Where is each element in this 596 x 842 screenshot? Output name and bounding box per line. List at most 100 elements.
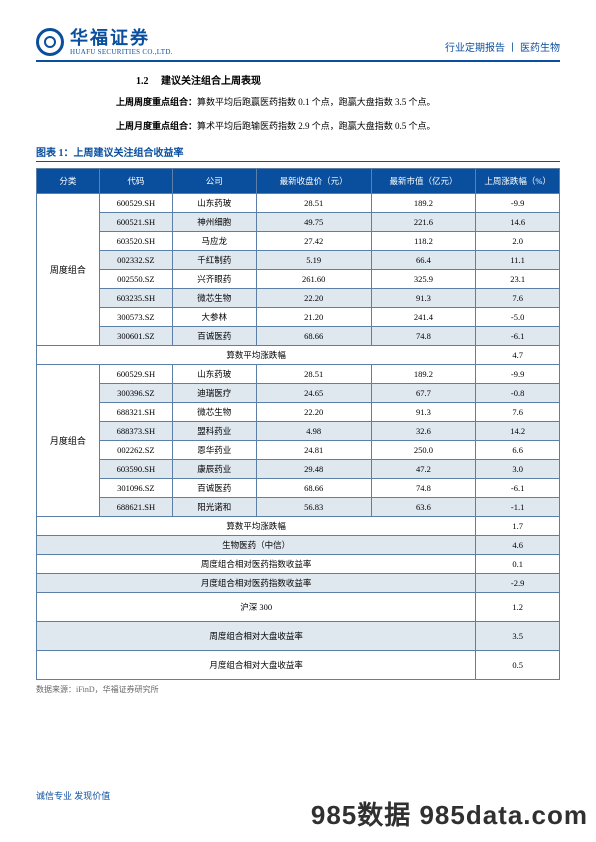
table-row: 月度组合相对医药指数收益率-2.9 xyxy=(37,573,560,592)
table-cell: 74.8 xyxy=(371,478,476,497)
table-cell: 21.20 xyxy=(256,307,371,326)
table-row: 688321.SH微芯生物22.2091.37.6 xyxy=(37,402,560,421)
table-header: 上周涨跌幅（%） xyxy=(476,168,560,193)
table-cell: 11.1 xyxy=(476,250,560,269)
table-cell: 6.6 xyxy=(476,440,560,459)
table-cell: 7.6 xyxy=(476,402,560,421)
table-cell: 241.4 xyxy=(371,307,476,326)
table-row: 算数平均涨跌幅4.7 xyxy=(37,345,560,364)
table-cell: 603235.SH xyxy=(99,288,172,307)
table-cell: 微芯生物 xyxy=(172,402,256,421)
table-cell: 189.2 xyxy=(371,364,476,383)
table-cell: 002332.SZ xyxy=(99,250,172,269)
table-row: 周度组合相对医药指数收益率0.1 xyxy=(37,554,560,573)
table-row: 002332.SZ千红制药5.1966.411.1 xyxy=(37,250,560,269)
table-header: 代码 xyxy=(99,168,172,193)
table-cell: -0.8 xyxy=(476,383,560,402)
table-row: 生物医药（中信）4.6 xyxy=(37,535,560,554)
table-cell: 周度组合 xyxy=(37,193,100,345)
table-cell: 688373.SH xyxy=(99,421,172,440)
table-cell: 5.19 xyxy=(256,250,371,269)
table-header: 最新收盘价（元） xyxy=(256,168,371,193)
table-cell: 28.51 xyxy=(256,193,371,212)
paragraph-1: 上周周度重点组合：算数平均后跑赢医药指数 0.1 个点，跑赢大盘指数 3.5 个… xyxy=(116,95,560,109)
table-cell: 百诚医药 xyxy=(172,478,256,497)
table-header: 公司 xyxy=(172,168,256,193)
table-cell: 1.2 xyxy=(476,592,560,621)
table-cell: 300573.SZ xyxy=(99,307,172,326)
table-cell: 兴齐眼药 xyxy=(172,269,256,288)
table-cell: 24.81 xyxy=(256,440,371,459)
header-row: 华福证券 HUAFU SECURITIES CO.,LTD. 行业定期报告 丨 … xyxy=(36,28,560,56)
table-row: 周度组合相对大盘收益率3.5 xyxy=(37,621,560,650)
table-cell: 微芯生物 xyxy=(172,288,256,307)
table-cell: 600529.SH xyxy=(99,193,172,212)
table-cell: 14.2 xyxy=(476,421,560,440)
portfolio-table: 分类代码公司最新收盘价（元）最新市值（亿元）上周涨跌幅（%） 周度组合60052… xyxy=(36,168,560,680)
table-cell: 66.4 xyxy=(371,250,476,269)
table-cell: 大参林 xyxy=(172,307,256,326)
table-cell: 山东药玻 xyxy=(172,364,256,383)
table-cell: 600521.SH xyxy=(99,212,172,231)
table-row: 603520.SH马应龙27.42118.22.0 xyxy=(37,231,560,250)
table-cell: 56.83 xyxy=(256,497,371,516)
table-cell: 603520.SH xyxy=(99,231,172,250)
table-cell: 603590.SH xyxy=(99,459,172,478)
table-cell: 600529.SH xyxy=(99,364,172,383)
logo: 华福证券 HUAFU SECURITIES CO.,LTD. xyxy=(36,28,173,56)
table-cell: 67.7 xyxy=(371,383,476,402)
table-cell: 百诚医药 xyxy=(172,326,256,345)
table-cell: 4.6 xyxy=(476,535,560,554)
table-cell: -2.9 xyxy=(476,573,560,592)
table-cell: -9.9 xyxy=(476,193,560,212)
table-header: 最新市值（亿元） xyxy=(371,168,476,193)
table-cell: 沪深 300 xyxy=(37,592,476,621)
footer-left: 诚信专业 发现价值 xyxy=(36,789,110,802)
table-cell: 47.2 xyxy=(371,459,476,478)
table-cell: 002262.SZ xyxy=(99,440,172,459)
table-row: 300573.SZ大参林21.20241.4-5.0 xyxy=(37,307,560,326)
table-cell: 7.6 xyxy=(476,288,560,307)
table-cell: 神州细胞 xyxy=(172,212,256,231)
table-row: 603590.SH康辰药业29.4847.23.0 xyxy=(37,459,560,478)
header-divider xyxy=(36,60,560,62)
table-cell: 山东药玻 xyxy=(172,193,256,212)
table-cell: -1.1 xyxy=(476,497,560,516)
table-cell: 康辰药业 xyxy=(172,459,256,478)
logo-en: HUAFU SECURITIES CO.,LTD. xyxy=(70,49,173,56)
table-cell: 周度组合相对医药指数收益率 xyxy=(37,554,476,573)
table-cell: 68.66 xyxy=(256,478,371,497)
table-row: 沪深 3001.2 xyxy=(37,592,560,621)
table-cell: 24.65 xyxy=(256,383,371,402)
table-cell: 2.0 xyxy=(476,231,560,250)
table-row: 300601.SZ百诚医药68.6674.8-6.1 xyxy=(37,326,560,345)
table-row: 周度组合600529.SH山东药玻28.51189.2-9.9 xyxy=(37,193,560,212)
table-cell: -5.0 xyxy=(476,307,560,326)
table-cell: 688321.SH xyxy=(99,402,172,421)
table-row: 月度组合600529.SH山东药玻28.51189.2-9.9 xyxy=(37,364,560,383)
table-cell: 迪瑞医疗 xyxy=(172,383,256,402)
table-header: 分类 xyxy=(37,168,100,193)
table-cell: 14.6 xyxy=(476,212,560,231)
table-cell: 221.6 xyxy=(371,212,476,231)
table-cell: 32.6 xyxy=(371,421,476,440)
table-cell: 3.5 xyxy=(476,621,560,650)
table-cell: 63.6 xyxy=(371,497,476,516)
table-cell: 算数平均涨跌幅 xyxy=(37,345,476,364)
table-cell: 301096.SZ xyxy=(99,478,172,497)
table-cell: 189.2 xyxy=(371,193,476,212)
figure-title: 图表 1：上周建议关注组合收益率 xyxy=(36,144,560,159)
table-cell: 算数平均涨跌幅 xyxy=(37,516,476,535)
table-cell: 4.98 xyxy=(256,421,371,440)
table-cell: 49.75 xyxy=(256,212,371,231)
table-cell: 74.8 xyxy=(371,326,476,345)
table-cell: 月度组合相对大盘收益率 xyxy=(37,650,476,679)
table-cell: 688621.SH xyxy=(99,497,172,516)
table-header-row: 分类代码公司最新收盘价（元）最新市值（亿元）上周涨跌幅（%） xyxy=(37,168,560,193)
table-cell: 盟科药业 xyxy=(172,421,256,440)
table-cell: 22.20 xyxy=(256,402,371,421)
table-cell: 300396.SZ xyxy=(99,383,172,402)
table-cell: 300601.SZ xyxy=(99,326,172,345)
logo-cn: 华福证券 xyxy=(70,29,173,47)
table-row: 688373.SH盟科药业4.9832.614.2 xyxy=(37,421,560,440)
